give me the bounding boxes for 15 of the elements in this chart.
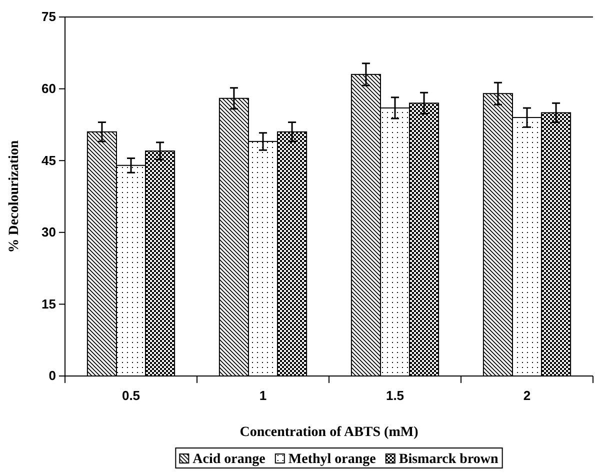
x-tick-label: 1 [259,388,267,403]
y-tick-label: 15 [42,296,56,312]
x-tick-label: 0.5 [122,388,140,403]
y-tick-label: 75 [42,9,56,24]
legend-label: Bismarck brown [398,452,499,467]
x-axis-title: Concentration of ABTS (mM) [240,425,419,440]
y-tick-label: 0 [48,368,56,384]
y-axis-title: % Decolourization [7,140,22,253]
y-tick-label: 30 [42,224,56,240]
x-tick-label: 1.5 [386,388,404,403]
y-tick-label: 45 [42,152,56,168]
x-tick-label: 2 [523,388,531,403]
y-tick-label: 60 [42,80,56,96]
legend-label: Methyl orange [288,452,376,467]
legend-label: Acid orange [192,452,266,467]
